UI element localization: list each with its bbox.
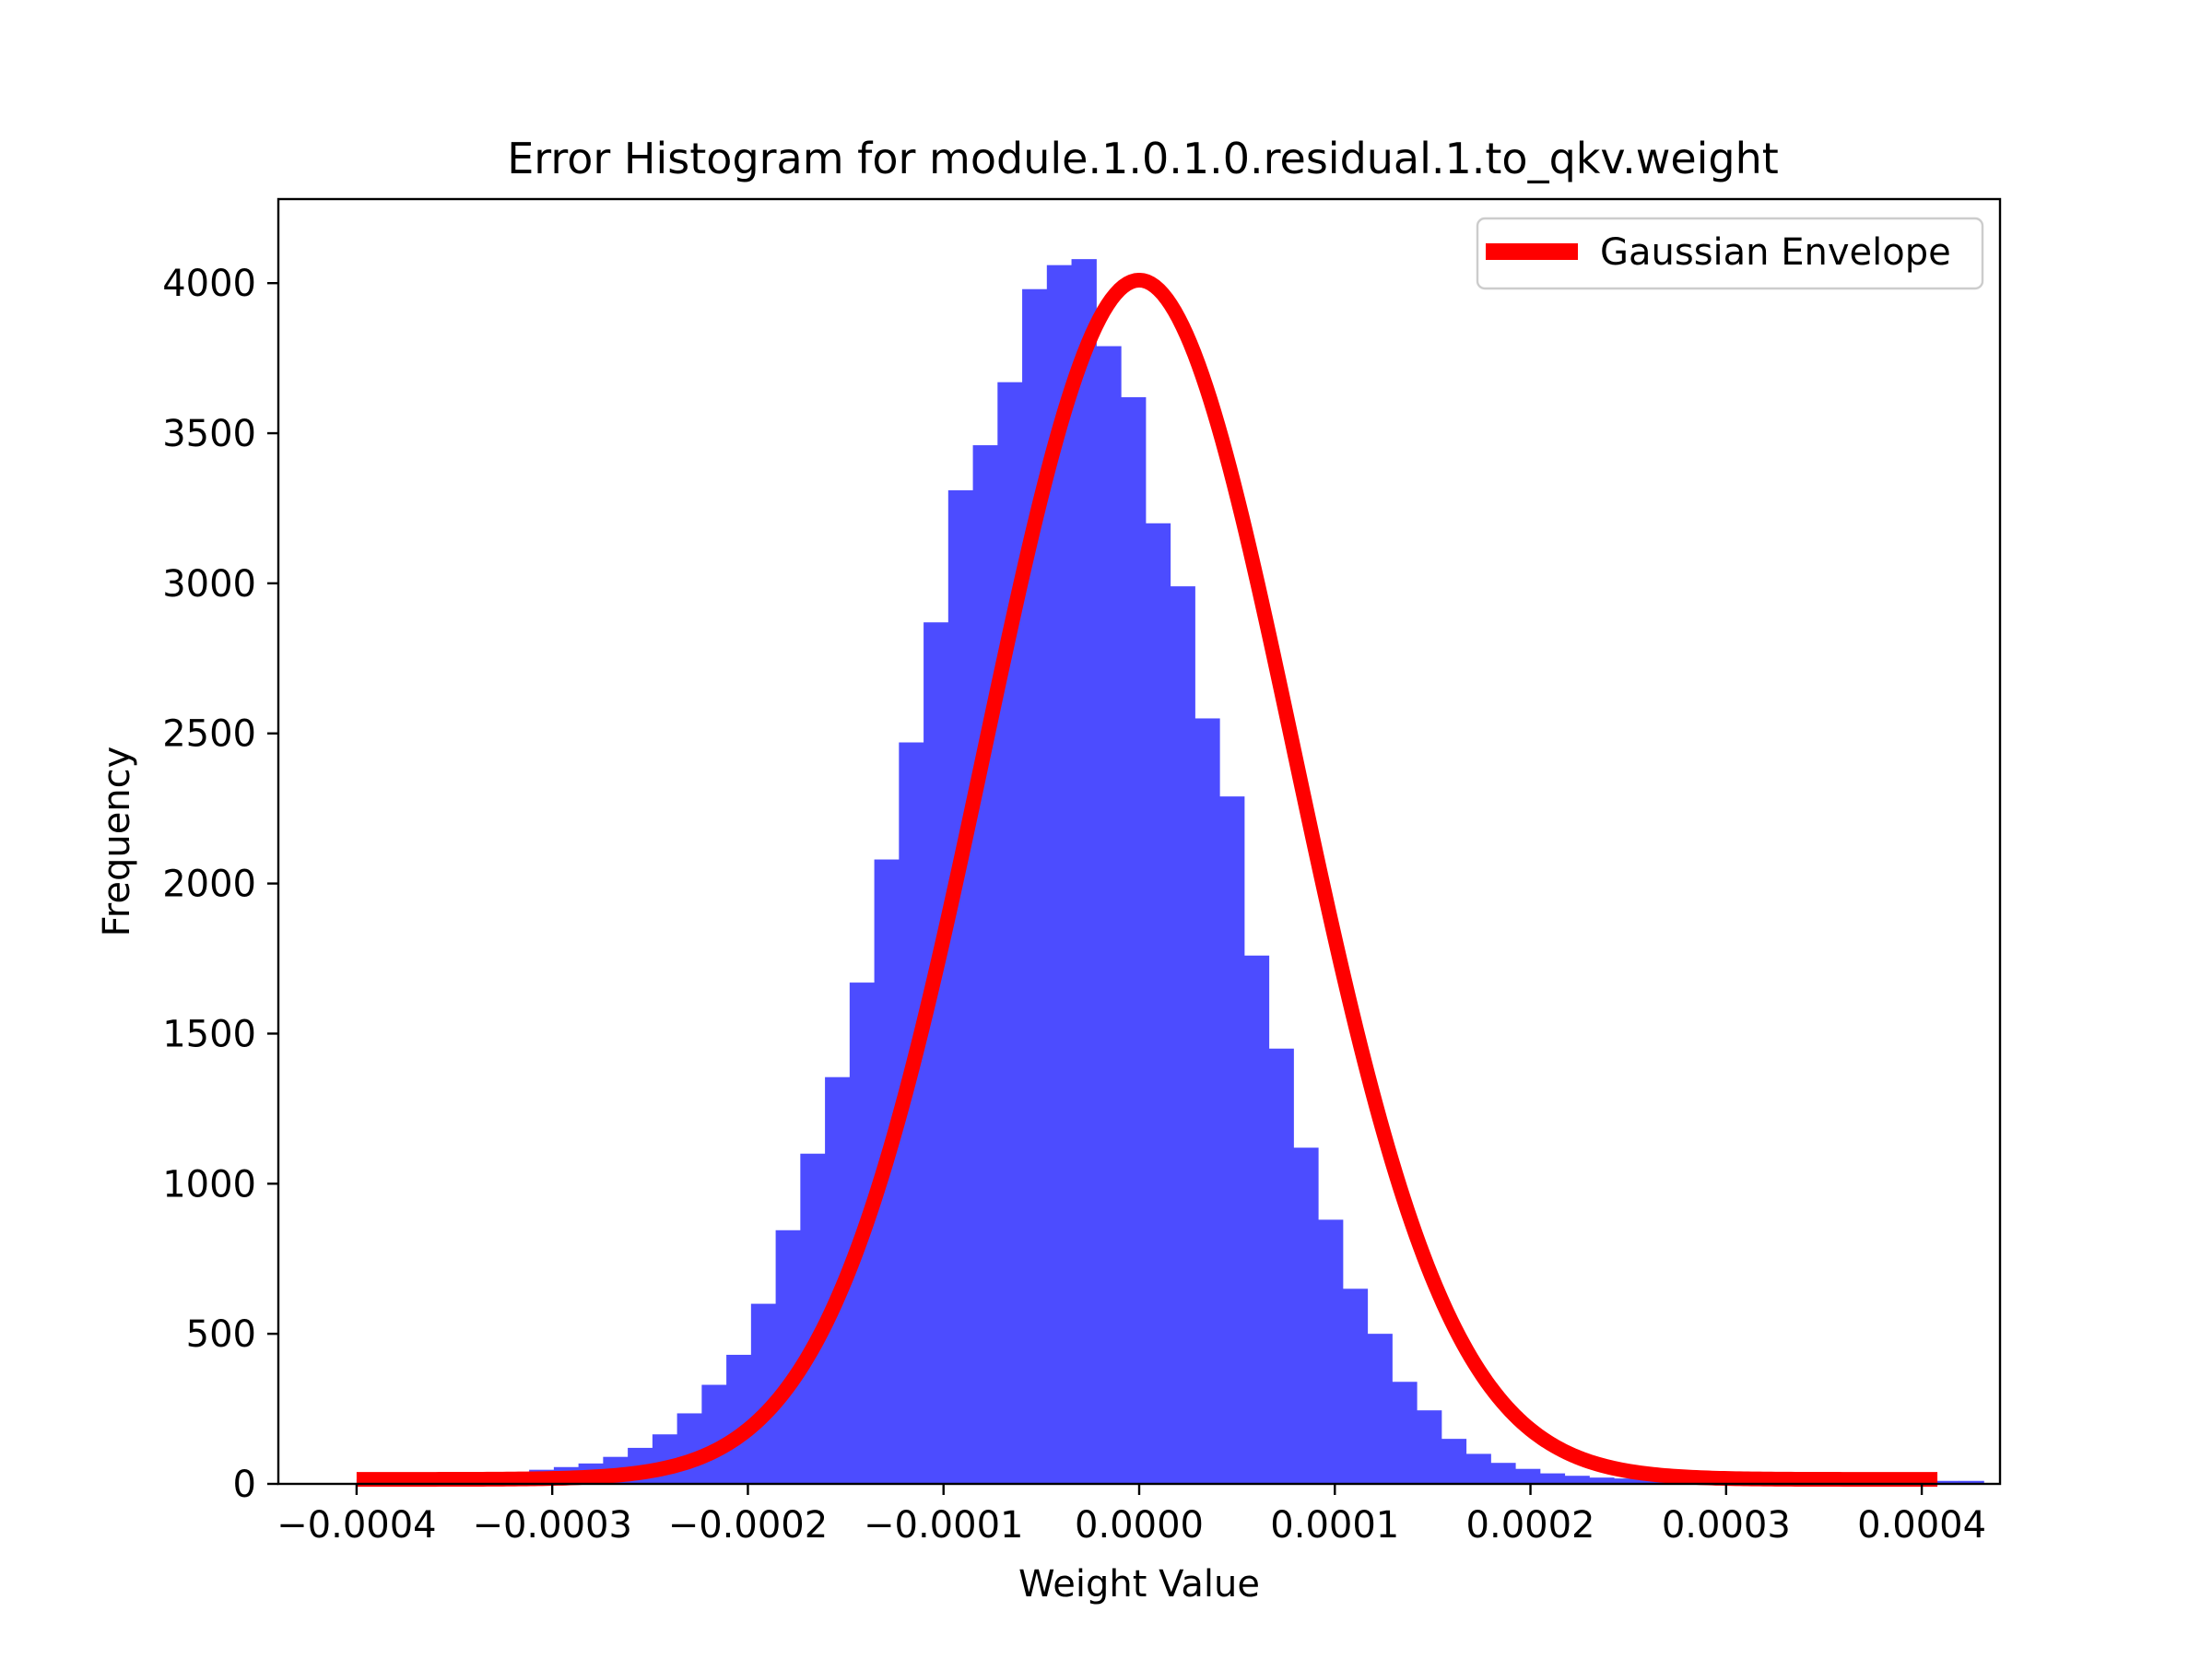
histogram-bar	[1417, 1410, 1442, 1484]
histogram-bar	[1613, 1478, 1640, 1484]
histogram-bar	[1170, 586, 1195, 1484]
y-tick-label: 1500	[162, 1013, 256, 1055]
x-tick-label: −0.0002	[668, 1504, 828, 1547]
gaussian-envelope-series	[353, 272, 1941, 1488]
histogram-bar	[1934, 1480, 1960, 1484]
histogram-bars	[356, 259, 1984, 1485]
histogram-bar	[1638, 1479, 1665, 1484]
y-tick-label: 3500	[162, 413, 256, 455]
x-tick-label: 0.0002	[1466, 1504, 1595, 1547]
histogram-bar	[997, 382, 1023, 1485]
histogram-bar	[701, 1384, 727, 1484]
histogram-bar	[1564, 1476, 1590, 1484]
histogram-bar	[1959, 1480, 1984, 1484]
histogram-bar	[1096, 346, 1122, 1485]
histogram-bar	[1342, 1288, 1369, 1484]
y-tick-label: 2500	[162, 713, 256, 756]
histogram-bar	[924, 622, 949, 1484]
histogram-bar	[1539, 1473, 1566, 1484]
histogram-bar	[1293, 1147, 1319, 1484]
x-tick-label: 0.0001	[1270, 1504, 1399, 1547]
histogram-bar	[1243, 955, 1270, 1484]
chart-title: Error Histogram for module.1.0.1.0.resid…	[507, 134, 1779, 183]
x-tick-label: −0.0003	[472, 1504, 631, 1547]
gaussian-envelope-line	[353, 272, 1941, 1488]
y-tick-label: 2000	[162, 864, 256, 906]
histogram-bar	[775, 1230, 801, 1484]
histogram-bar	[1318, 1219, 1344, 1484]
legend-frame	[1476, 217, 1984, 290]
y-tick-label: 0	[233, 1464, 256, 1506]
histogram-bar	[726, 1354, 752, 1484]
histogram-bar	[1367, 1334, 1393, 1484]
histogram-bar	[1145, 523, 1171, 1484]
x-axis-label: Weight Value	[1018, 1563, 1260, 1606]
y-tick-label: 500	[186, 1313, 256, 1356]
histogram-bar	[1465, 1453, 1491, 1484]
x-tick-label: 0.0003	[1662, 1504, 1791, 1547]
y-axis-ticks: 0 500 1000 1500 2000 2500 3000 3500 4000	[162, 263, 278, 1506]
legend-label-gaussian-envelope: Gaussian Envelope	[1600, 231, 1951, 274]
histogram-bar	[1194, 718, 1220, 1484]
histogram-bar	[972, 445, 998, 1484]
x-tick-label: 0.0000	[1075, 1504, 1204, 1547]
histogram-bar	[1268, 1048, 1294, 1484]
histogram-bar	[1490, 1463, 1516, 1484]
histogram-bar	[1121, 396, 1147, 1485]
histogram-bar	[1589, 1477, 1615, 1484]
y-axis-label: Frequency	[96, 747, 138, 937]
y-tick-label: 3000	[162, 563, 256, 606]
histogram-bar	[947, 489, 974, 1485]
x-axis-ticks: −0.0004 −0.0003 −0.0002 −0.0001 0.0000 0.0001…	[276, 1484, 1986, 1547]
y-tick-label: 4000	[162, 263, 256, 305]
y-tick-label: 1000	[162, 1163, 256, 1206]
histogram-bar	[677, 1413, 702, 1484]
x-tick-label: 0.0004	[1857, 1504, 1986, 1547]
histogram-bar	[1392, 1382, 1418, 1484]
x-tick-label: −0.0001	[864, 1504, 1023, 1547]
x-tick-label: −0.0004	[276, 1504, 436, 1547]
histogram-bar	[1514, 1468, 1541, 1484]
histogram-bar	[750, 1303, 777, 1484]
histogram-bar	[1219, 796, 1245, 1484]
histogram-bar	[1071, 259, 1097, 1484]
histogram-bar	[1441, 1439, 1467, 1484]
legend: Gaussian Envelope	[1476, 217, 1984, 290]
